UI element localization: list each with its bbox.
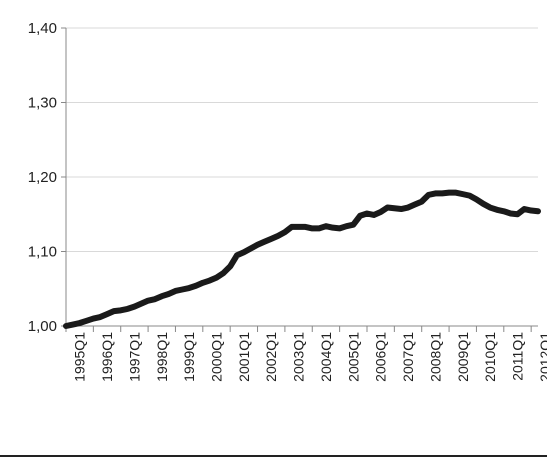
x-tick-label: 1995Q1 — [72, 332, 88, 382]
x-tick-label: 2000Q1 — [208, 332, 224, 382]
y-tick-label: 1,30 — [28, 95, 57, 112]
x-tick-label: 2010Q1 — [482, 332, 498, 382]
x-tick-label: 2009Q1 — [455, 332, 471, 382]
x-tick-label: 2006Q1 — [373, 332, 389, 382]
x-tick-label: 2012Q1 — [537, 332, 547, 382]
x-tick-label: 1996Q1 — [99, 332, 115, 382]
x-tick-label: 2007Q1 — [400, 332, 416, 382]
y-axis-ticks: 1,00 1,10 1,20 1,30 1,40 — [28, 20, 66, 335]
y-tick-label: 1,00 — [28, 318, 57, 335]
x-axis-ticks: 1995Q1 1996Q1 1997Q1 1998Q1 1999Q1 2000Q1 2001… — [65, 326, 547, 382]
x-tick-label: 1999Q1 — [181, 332, 197, 382]
x-tick-label: 2002Q1 — [263, 332, 279, 382]
series-line — [63, 189, 541, 329]
x-tick-label: 1997Q1 — [126, 332, 142, 382]
x-tick-label: 1998Q1 — [154, 332, 170, 382]
x-tick-label: 2003Q1 — [291, 332, 307, 382]
y-tick-label: 1,10 — [28, 244, 57, 261]
y-tick-label: 1,20 — [28, 169, 57, 186]
gridlines — [66, 27, 538, 252]
x-tick-label: 2001Q1 — [236, 332, 252, 382]
x-tick-label: 2011Q1 — [509, 332, 525, 381]
x-tick-label: 2005Q1 — [345, 332, 361, 382]
bottom-rule — [0, 455, 547, 457]
x-tick-label: 2008Q1 — [427, 332, 443, 382]
x-tick-label: 2004Q1 — [318, 332, 334, 382]
y-tick-label: 1,40 — [28, 20, 57, 37]
